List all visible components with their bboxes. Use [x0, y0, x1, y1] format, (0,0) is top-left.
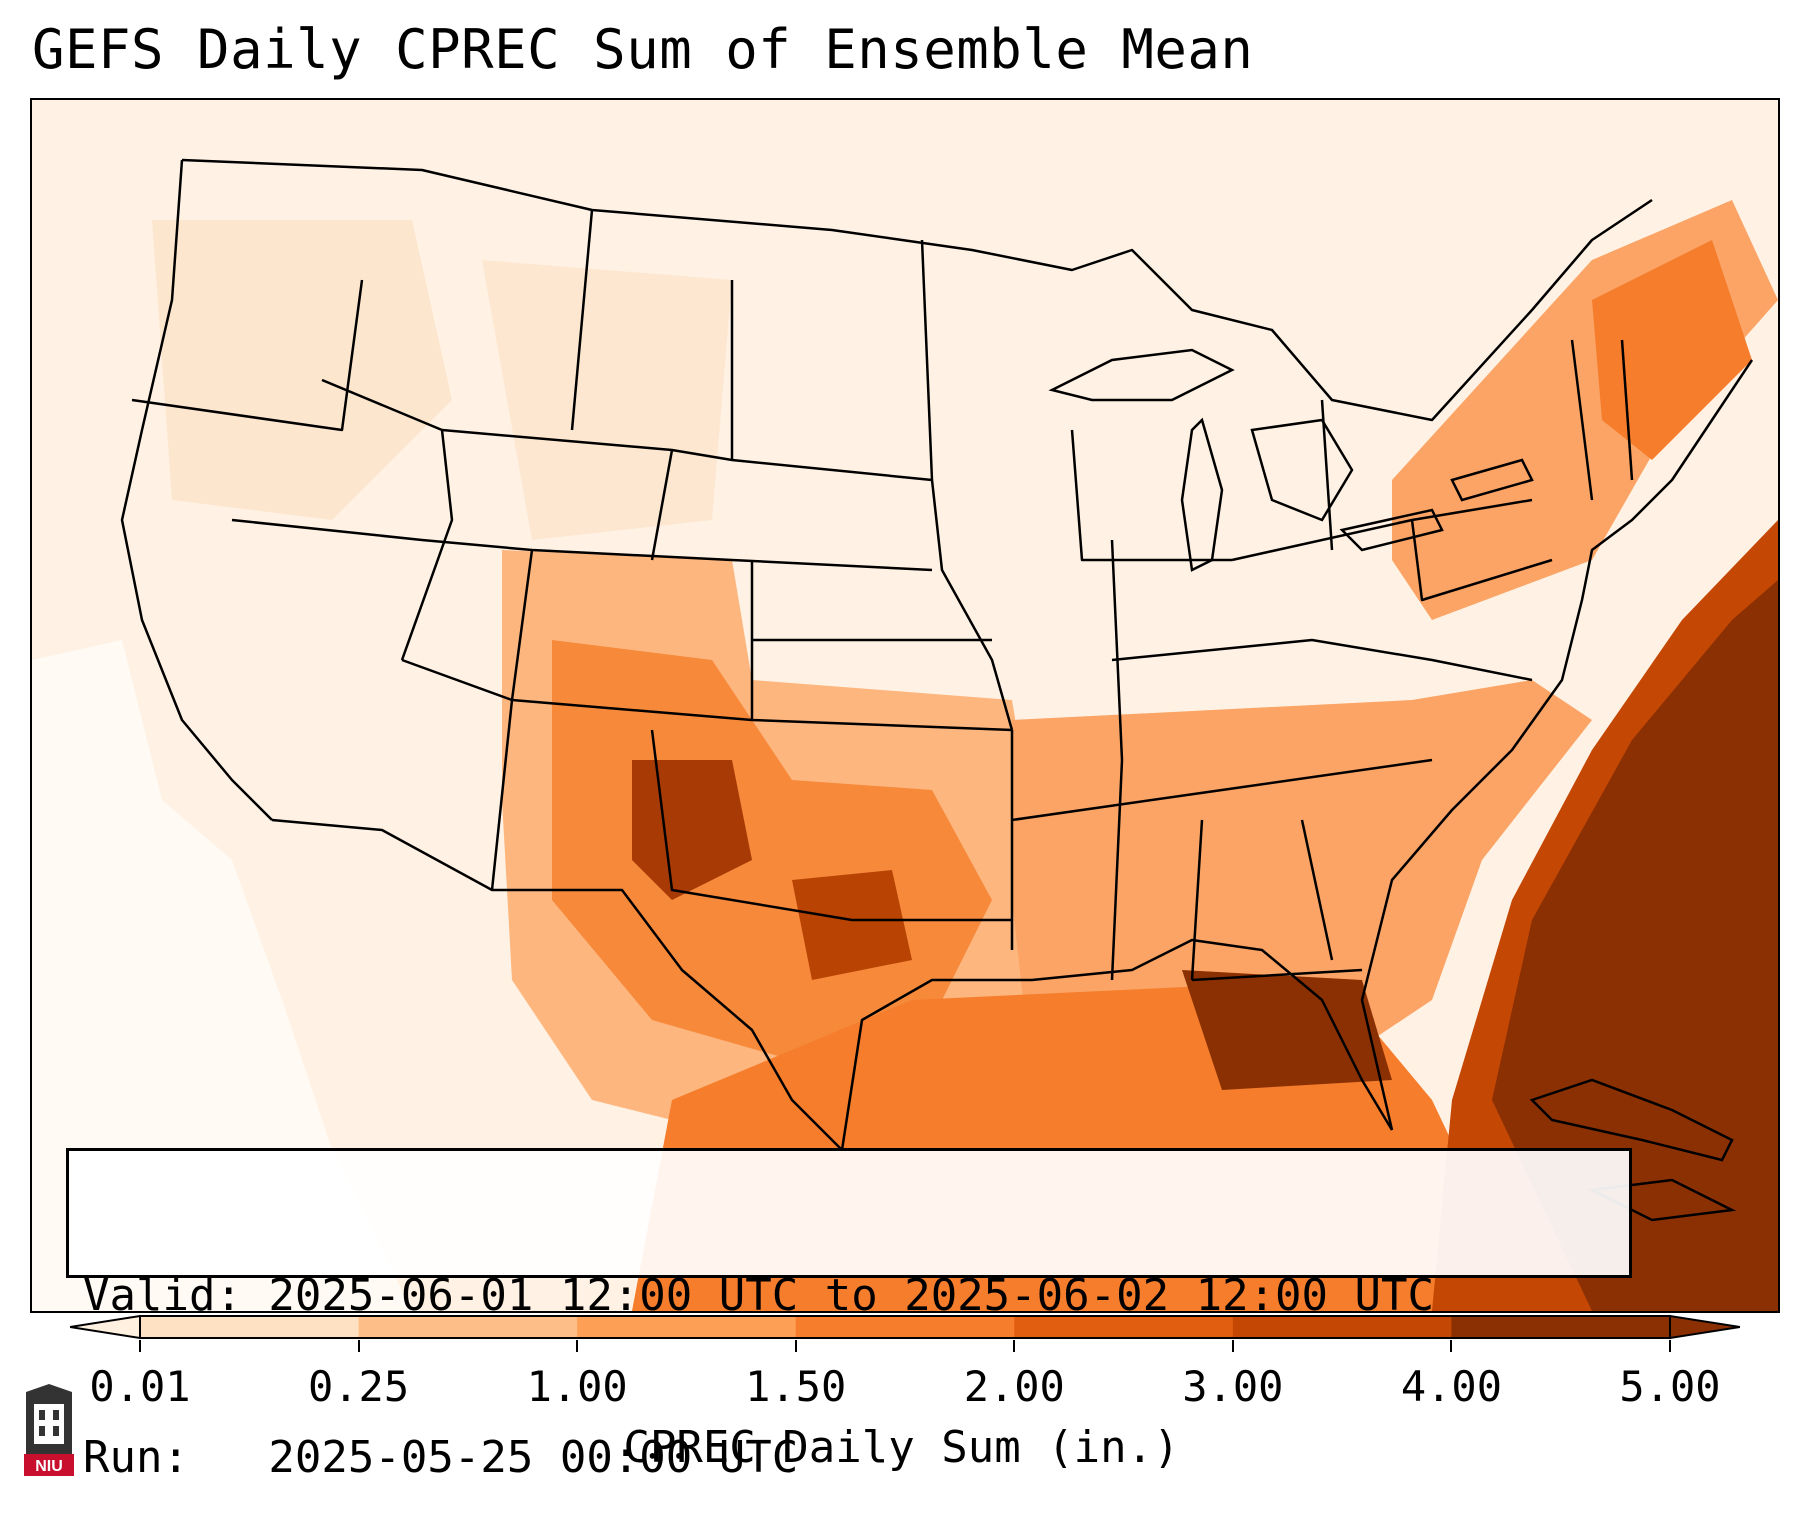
colorbar-tick-label: 0.01	[89, 1362, 191, 1411]
colorbar-segment	[1014, 1316, 1234, 1338]
colorbar-segments	[140, 1316, 1671, 1338]
colorbar-tick-label: 1.50	[745, 1362, 847, 1411]
run-time-text: Run: 2025-05-25 00:00 UTC	[83, 1432, 799, 1483]
colorbar-tick	[576, 1340, 579, 1352]
gulf-max	[1182, 970, 1392, 1090]
colorbar-tick	[794, 1340, 797, 1352]
colorbar	[69, 1312, 1741, 1342]
colorbar-tick	[139, 1340, 141, 1352]
valid-run-info-box: Valid: 2025-06-01 12:00 UTC to 2025-06-0…	[66, 1148, 1632, 1483]
colorbar-outline	[139, 1315, 1671, 1339]
texas-max	[792, 870, 912, 980]
map-title: GEFS Daily CPREC Sum of Ensemble Mean	[32, 18, 1254, 81]
new-mexico-max	[632, 760, 752, 900]
colorbar-segment	[140, 1316, 360, 1338]
colorbar-tick-label: 4.00	[1400, 1362, 1502, 1411]
pacific-low-zone	[32, 640, 412, 1311]
colorbar-tick	[357, 1340, 360, 1352]
logo-text: NIU	[35, 1458, 63, 1475]
valid-time-text: Valid: 2025-06-01 12:00 UTC to 2025-06-0…	[83, 1270, 1435, 1321]
colorbar-tick-label: 1.00	[526, 1362, 628, 1411]
great-lakes	[1048, 348, 1534, 572]
colorbar-segment	[795, 1316, 1015, 1338]
boundary-lines	[120, 158, 1754, 1151]
colorbar-segment	[1451, 1316, 1671, 1338]
colorbar-left-extend	[69, 1314, 141, 1340]
caribbean-islands	[1529, 1078, 1737, 1222]
new-england-core	[1592, 240, 1752, 460]
colorbar-tick-label: 2.00	[963, 1362, 1065, 1411]
niu-logo: NIU	[20, 1382, 78, 1478]
map-canvas	[32, 100, 1778, 1311]
colorbar-tick-label: 5.00	[1619, 1362, 1721, 1411]
colorbar-tick	[1013, 1340, 1016, 1352]
precipitation-map	[30, 98, 1780, 1313]
colorbar-segment	[577, 1316, 797, 1338]
niu-logo-icon: NIU	[24, 1384, 74, 1476]
colorbar-tick-label: 3.00	[1182, 1362, 1284, 1411]
colorbar-tick	[1231, 1340, 1234, 1352]
colorbar-tick	[1669, 1340, 1671, 1352]
colorbar-tick-label: 0.25	[307, 1362, 410, 1411]
logo-tower	[34, 1404, 64, 1444]
colorbar-svg	[69, 1314, 1741, 1340]
colorbar-right-extend	[1669, 1314, 1741, 1340]
colorbar-segment	[358, 1316, 578, 1338]
colorbar-label: CPREC Daily Sum (in.)	[623, 1422, 1180, 1473]
colorbar-segment	[1232, 1316, 1452, 1338]
northwest-patch	[152, 220, 452, 520]
logo-band	[24, 1454, 74, 1476]
colorbar-tick	[1450, 1340, 1453, 1352]
